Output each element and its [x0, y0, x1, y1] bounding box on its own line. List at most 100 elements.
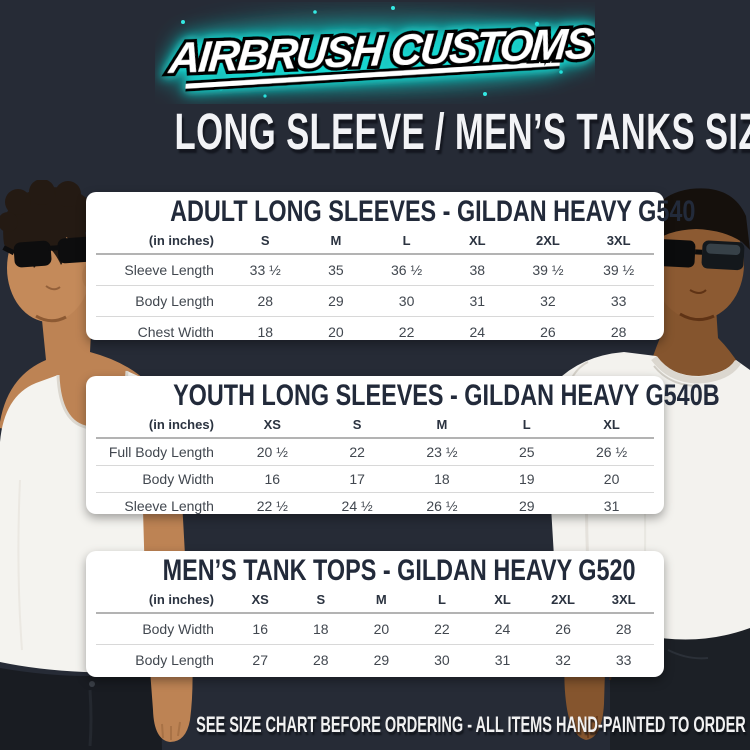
size-column-header: XL [441, 229, 513, 255]
measurement-value: 20 [569, 465, 654, 493]
measurement-label: Body Width [142, 621, 214, 637]
measurement-value: 28 [290, 644, 352, 675]
measurement-value: 39 ½ [532, 262, 564, 278]
measurement-value: 22 [434, 621, 450, 637]
page-title: LONG SLEEVE / MEN’S TANKS SIZE CHART [0, 100, 750, 164]
mens-tank-tops-size-table: (in inches) XS S M L XL 2XL 3XL Body Width 16 18 2… [96, 588, 654, 675]
size-column-header: L [411, 588, 473, 614]
measurement-value: 27 [229, 644, 291, 675]
measurement-value: 38 [469, 262, 486, 278]
size-column-header: XS [229, 413, 315, 439]
measurement-value: 28 [229, 285, 301, 317]
table-title-adult: ADULT LONG SLEEVES - GILDAN HEAVY G540 [96, 196, 695, 228]
measurement-label: Sleeve Length [96, 492, 230, 519]
footer-note: SEE SIZE CHART BEFORE ORDERING - ALL ITE… [0, 708, 746, 742]
measurement-value: 28 [583, 316, 654, 347]
size-column-header: 2XL [532, 588, 594, 614]
measurement-value: 24 ½ [314, 492, 400, 519]
measurement-value: 31 [472, 644, 533, 675]
size-column-header: M [399, 413, 485, 439]
measurement-value: 33 ½ [249, 262, 281, 278]
measurement-row: Full Body Length 20 ½ 22 23 ½ 25 26 ½ [96, 438, 654, 466]
measurement-row: Sleeve Length 22 ½ 24 ½ 26 ½ 29 31 [96, 492, 654, 519]
measurement-value: 20 [373, 621, 390, 637]
size-header-row: (in inches) S M L XL 2XL 3XL [96, 229, 654, 255]
measurement-value: 31 [441, 285, 513, 317]
measurement-value: 24 [441, 316, 513, 347]
size-column-header: 3XL [583, 229, 654, 255]
measurement-value: 33 [593, 644, 654, 675]
table-title-text: YOUTH LONG SLEEVES - GILDAN HEAVY G540B [173, 379, 720, 412]
measurement-value: 32 [532, 644, 594, 675]
size-column-header: S [314, 413, 400, 439]
measurement-value: 26 [512, 316, 584, 347]
size-column-header: XL [569, 413, 654, 439]
measurement-label: Body Length [96, 285, 230, 317]
measurement-value: 22 ½ [229, 492, 315, 519]
measurement-label: Chest Width [96, 316, 230, 347]
measurement-row: Sleeve Length 33 ½ 35 36 ½ 38 39 ½ 39 ½ [96, 254, 654, 286]
size-column-header: XL [472, 588, 533, 614]
measurement-value: 20 ½ [256, 444, 288, 460]
measurement-label: Sleeve Length [124, 262, 214, 278]
measurement-value: 18 [312, 621, 329, 637]
measurement-value: 30 [371, 285, 442, 317]
unit-label: (in inches) [96, 229, 230, 255]
measurement-value: 33 [583, 285, 654, 317]
sunglasses-icon [647, 239, 745, 271]
measurement-value: 39 ½ [603, 262, 635, 278]
measurement-value: 26 ½ [596, 444, 628, 460]
size-column-header: L [371, 229, 442, 255]
measurement-value: 35 [328, 262, 344, 278]
measurement-value: 24 [494, 621, 511, 637]
adult-long-sleeves-size-table: (in inches) S M L XL 2XL 3XL Sleeve Length 33 ½… [96, 229, 654, 347]
footer-note-text: SEE SIZE CHART BEFORE ORDERING - ALL ITE… [196, 712, 746, 737]
page-title-text: LONG SLEEVE / MEN’S TANKS SIZE CHART [174, 103, 750, 160]
size-header-row: (in inches) XS S M L XL [96, 413, 654, 439]
measurement-value: 17 [314, 465, 400, 493]
size-column-header: 2XL [512, 229, 584, 255]
measurement-value: 29 [351, 644, 412, 675]
unit-label: (in inches) [96, 413, 230, 439]
size-column-header: M [351, 588, 412, 614]
table-title-youth: YOUTH LONG SLEEVES - GILDAN HEAVY G540B [96, 380, 720, 412]
measurement-label: Full Body Length [108, 444, 214, 460]
measurement-value: 22 [371, 316, 442, 347]
logo-underline [185, 60, 560, 89]
logo-text: AIRBRUSH CUSTOMS [166, 20, 595, 83]
measurement-value: 31 [569, 492, 654, 519]
measurement-value: 16 [229, 465, 315, 493]
measurement-value: 16 [252, 621, 268, 637]
mens-tank-tops-card: MEN’S TANK TOPS - GILDAN HEAVY G520 (in … [86, 551, 664, 677]
size-column-header: 3XL [593, 588, 654, 614]
measurement-row: Chest Width 18 20 22 24 26 28 [96, 316, 654, 347]
measurement-row: Body Width 16 17 18 19 20 [96, 465, 654, 493]
measurement-row: Body Length 27 28 29 30 31 32 33 [96, 644, 654, 675]
table-title-text: MEN’S TANK TOPS - GILDAN HEAVY G520 [162, 554, 636, 587]
table-title-text: ADULT LONG SLEEVES - GILDAN HEAVY G540 [170, 195, 696, 228]
measurement-row: Body Length 28 29 30 31 32 33 [96, 285, 654, 317]
measurement-value: 18 [229, 316, 301, 347]
unit-label: (in inches) [96, 588, 230, 614]
measurement-value: 30 [411, 644, 473, 675]
measurement-value: 19 [484, 465, 570, 493]
adult-long-sleeves-card: ADULT LONG SLEEVES - GILDAN HEAVY G540 (… [86, 192, 695, 347]
size-column-header: XS [229, 588, 291, 614]
size-header-row: (in inches) XS S M L XL 2XL 3XL [96, 588, 654, 614]
measurement-value: 22 [349, 444, 365, 460]
measurement-value: 29 [300, 285, 372, 317]
measurement-value: 28 [615, 621, 632, 637]
measurement-label: Body Width [96, 465, 230, 493]
measurement-value: 29 [484, 492, 570, 519]
measurement-value: 26 ½ [399, 492, 485, 519]
size-column-header: S [290, 588, 352, 614]
measurement-value: 32 [512, 285, 584, 317]
measurement-value: 36 ½ [391, 262, 423, 278]
measurement-label: Body Length [96, 644, 230, 675]
measurement-value: 18 [399, 465, 485, 493]
dark-pants [0, 664, 162, 750]
brand-logo: AIRBRUSH CUSTOMS [155, 2, 600, 104]
youth-long-sleeves-card: YOUTH LONG SLEEVES - GILDAN HEAVY G540B … [86, 376, 720, 519]
measurement-value: 26 [555, 621, 571, 637]
